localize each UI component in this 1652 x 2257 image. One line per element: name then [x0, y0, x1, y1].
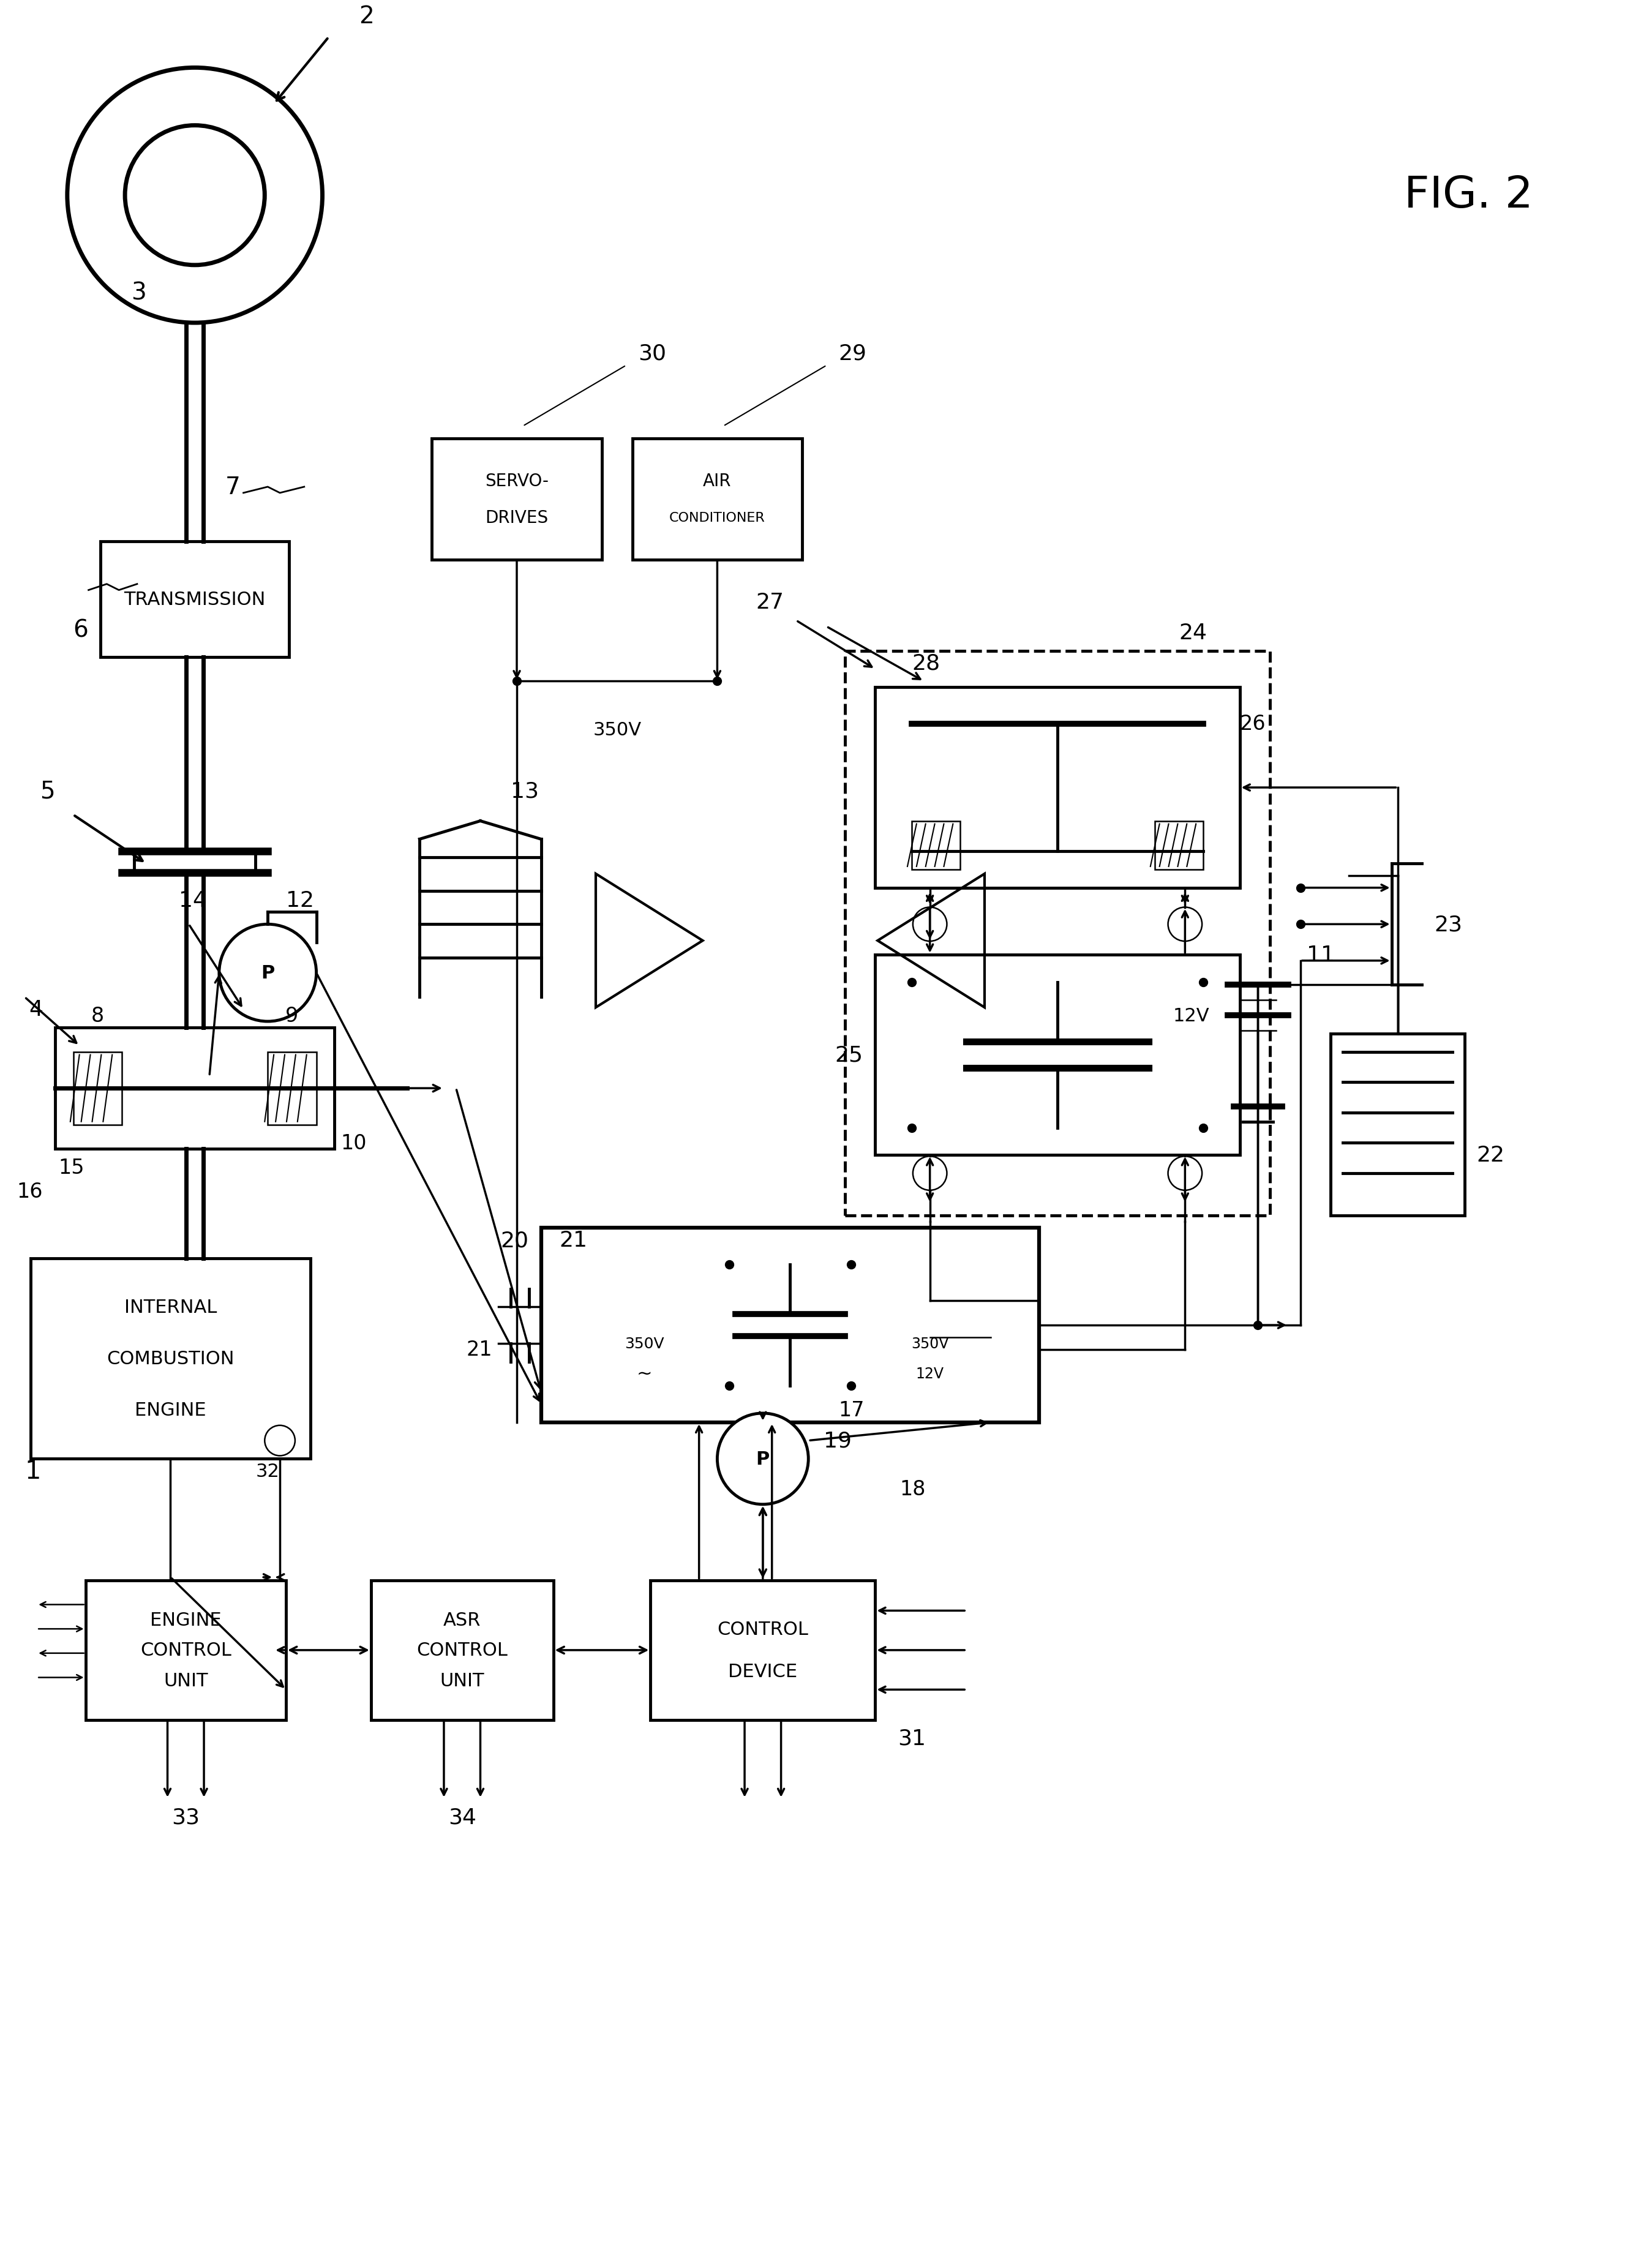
- Circle shape: [717, 1413, 808, 1505]
- Text: 27: 27: [757, 591, 785, 614]
- Text: 4: 4: [28, 1000, 43, 1020]
- Circle shape: [264, 1426, 296, 1456]
- Circle shape: [1168, 1156, 1203, 1189]
- Bar: [372, 1580, 553, 1720]
- Text: 6: 6: [73, 618, 89, 641]
- Text: 28: 28: [912, 652, 940, 675]
- Text: 30: 30: [638, 343, 666, 363]
- Bar: [912, 822, 960, 869]
- Text: 12: 12: [286, 889, 314, 910]
- Text: COMBUSTION: COMBUSTION: [107, 1350, 235, 1368]
- Text: UNIT: UNIT: [164, 1672, 208, 1690]
- Text: 19: 19: [824, 1431, 852, 1451]
- Text: 23: 23: [1434, 914, 1462, 934]
- Text: AIR: AIR: [704, 472, 732, 490]
- Text: ~: ~: [636, 1365, 653, 1384]
- Circle shape: [914, 907, 947, 941]
- Text: CONTROL: CONTROL: [717, 1621, 808, 1639]
- Text: FIG. 2: FIG. 2: [1404, 174, 1533, 217]
- Bar: [633, 438, 803, 560]
- Text: 7: 7: [225, 476, 241, 499]
- Bar: [1155, 822, 1203, 869]
- Text: 1: 1: [25, 1458, 41, 1483]
- Bar: [1332, 1034, 1464, 1217]
- Text: 8: 8: [91, 1007, 104, 1025]
- Circle shape: [220, 925, 316, 1022]
- Text: 15: 15: [58, 1158, 84, 1178]
- Text: 32: 32: [256, 1463, 279, 1481]
- Text: DEVICE: DEVICE: [729, 1663, 798, 1681]
- Bar: [86, 1580, 286, 1720]
- Text: 29: 29: [839, 343, 867, 363]
- Text: P: P: [261, 964, 274, 982]
- Bar: [55, 1027, 335, 1149]
- Text: 21: 21: [560, 1230, 588, 1250]
- Text: 350V: 350V: [912, 1336, 948, 1352]
- Text: 31: 31: [897, 1729, 925, 1749]
- Text: 24: 24: [1180, 623, 1208, 643]
- Text: 3: 3: [131, 282, 147, 305]
- Text: 350V: 350V: [593, 722, 641, 738]
- Text: 33: 33: [172, 1808, 200, 1828]
- Text: DRIVES: DRIVES: [486, 510, 548, 526]
- Bar: [542, 1228, 1039, 1422]
- Text: 21: 21: [466, 1341, 492, 1359]
- Text: ENGINE: ENGINE: [135, 1402, 206, 1420]
- Circle shape: [1168, 907, 1203, 941]
- Text: UNIT: UNIT: [439, 1672, 484, 1690]
- Circle shape: [126, 126, 264, 266]
- Text: 5: 5: [40, 779, 55, 803]
- Text: 13: 13: [510, 781, 539, 801]
- Text: 25: 25: [834, 1045, 862, 1065]
- Bar: [844, 652, 1270, 1217]
- Text: INTERNAL: INTERNAL: [124, 1298, 216, 1316]
- Text: 11: 11: [1307, 943, 1335, 966]
- Bar: [268, 1052, 316, 1124]
- Text: CONTROL: CONTROL: [416, 1641, 507, 1659]
- Text: 22: 22: [1477, 1144, 1505, 1165]
- Text: 17: 17: [839, 1399, 864, 1420]
- Bar: [431, 438, 601, 560]
- Text: CONTROL: CONTROL: [140, 1641, 231, 1659]
- Bar: [73, 1052, 122, 1124]
- Text: 2: 2: [358, 5, 373, 27]
- Text: SERVO-: SERVO-: [486, 472, 548, 490]
- Text: CONDITIONER: CONDITIONER: [669, 512, 765, 524]
- Text: 16: 16: [17, 1183, 43, 1201]
- Circle shape: [914, 1156, 947, 1189]
- Bar: [31, 1259, 311, 1458]
- Text: 20: 20: [501, 1230, 529, 1250]
- Text: 14: 14: [178, 889, 206, 910]
- Text: 18: 18: [899, 1478, 925, 1499]
- Bar: [876, 955, 1239, 1156]
- Text: P: P: [757, 1449, 770, 1467]
- Text: 12V: 12V: [915, 1365, 943, 1381]
- Text: ASR: ASR: [443, 1611, 481, 1630]
- Text: 9: 9: [286, 1007, 299, 1025]
- Text: ENGINE: ENGINE: [150, 1611, 221, 1630]
- Text: 34: 34: [448, 1808, 476, 1828]
- Text: TRANSMISSION: TRANSMISSION: [124, 591, 266, 609]
- Text: 12V: 12V: [1173, 1007, 1209, 1025]
- Text: 350V: 350V: [624, 1336, 664, 1352]
- Bar: [651, 1580, 876, 1720]
- Text: 10: 10: [340, 1133, 367, 1153]
- Circle shape: [68, 68, 322, 323]
- Text: 26: 26: [1239, 713, 1265, 734]
- Bar: [101, 542, 289, 657]
- Bar: [876, 688, 1239, 887]
